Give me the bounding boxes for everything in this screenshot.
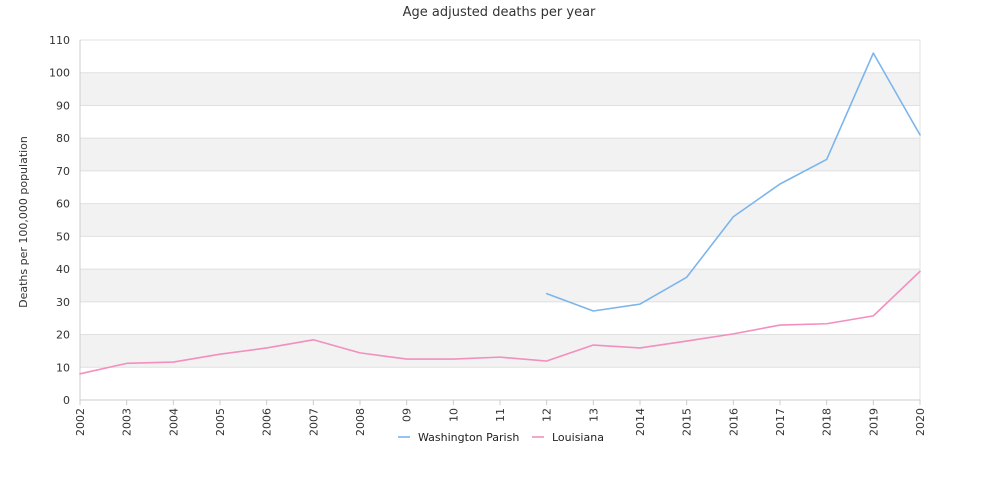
y-tick-label: 80 xyxy=(56,132,70,145)
y-tick-label: 10 xyxy=(56,361,70,374)
series-line-louisiana xyxy=(79,270,921,375)
legend[interactable]: Washington Parish Louisiana xyxy=(398,431,604,444)
x-tick-label: 2015 xyxy=(681,408,694,436)
grid-band xyxy=(80,203,920,237)
y-tick-label: 0 xyxy=(63,394,70,407)
y-tick-label: 100 xyxy=(49,67,70,80)
x-tick-label: 2002 xyxy=(74,408,87,436)
x-tick-label: 2006 xyxy=(261,408,274,436)
x-tick-label: 12 xyxy=(541,408,554,422)
y-tick-label: 90 xyxy=(56,99,70,112)
x-tick-label: 2014 xyxy=(634,408,647,436)
series-line-washington-parish xyxy=(545,52,921,312)
y-tick-label: 30 xyxy=(56,296,70,309)
y-axis-ticks: 0 10 20 30 40 50 60 70 80 90 100 110 xyxy=(49,34,70,407)
legend-item[interactable]: Washington Parish xyxy=(398,431,519,444)
x-tick-label: 13 xyxy=(587,408,600,422)
legend-item[interactable]: Louisiana xyxy=(532,431,604,444)
x-tick-label: 2004 xyxy=(167,408,180,436)
x-tick-label: 2007 xyxy=(307,408,320,436)
grid-band xyxy=(80,269,920,302)
y-tick-label: 20 xyxy=(56,329,70,342)
x-tick-label: 2019 xyxy=(867,408,880,436)
legend-label: Louisiana xyxy=(552,431,604,444)
grid-band xyxy=(80,72,920,106)
x-tick-label: 2017 xyxy=(774,408,787,436)
grid-band xyxy=(80,334,920,368)
y-tick-label: 110 xyxy=(49,34,70,47)
chart-title: Age adjusted deaths per year xyxy=(403,5,596,20)
y-axis-title: Deaths per 100,000 population xyxy=(17,136,30,308)
grid-bands xyxy=(80,72,920,368)
y-tick-label: 40 xyxy=(56,263,70,276)
x-tick-label: 09 xyxy=(401,408,414,422)
x-tick-label: 2018 xyxy=(821,408,834,436)
x-tick-label: 2008 xyxy=(354,408,367,436)
legend-label: Washington Parish xyxy=(418,431,519,444)
y-tick-label: 70 xyxy=(56,165,70,178)
x-tick-label: 11 xyxy=(494,408,507,422)
x-tick-label: 2003 xyxy=(121,408,134,436)
x-tick-label: 10 xyxy=(447,408,460,422)
x-tick-label: 2016 xyxy=(727,408,740,436)
series-lines xyxy=(79,52,921,375)
y-tick-label: 60 xyxy=(56,198,70,211)
x-tick-label: 2020 xyxy=(914,408,927,436)
grid-band xyxy=(80,138,920,171)
x-tick-label: 2005 xyxy=(214,408,227,436)
x-axis-ticks: 2002 2003 2004 2005 2006 2007 2008 09 10 11 12 13 20… xyxy=(74,400,927,436)
y-tick-label: 50 xyxy=(56,230,70,243)
grid-lines xyxy=(80,39,921,401)
